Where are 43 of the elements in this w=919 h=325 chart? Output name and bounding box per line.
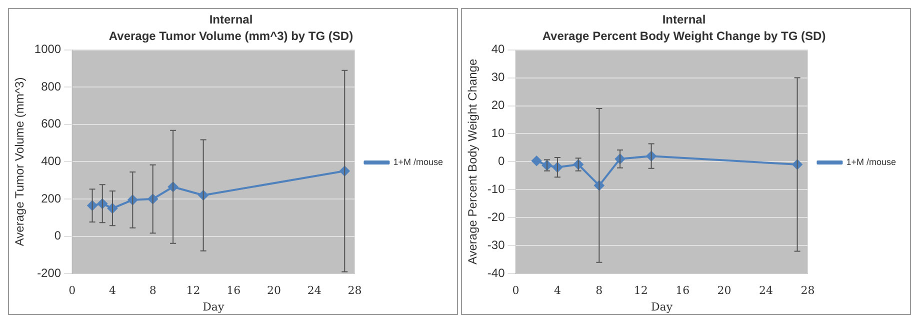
x-tick-label: 4 xyxy=(108,284,116,298)
chart-title: Internal xyxy=(662,12,706,27)
x-tick-label: 0 xyxy=(512,284,520,298)
y-tick-label: 10 xyxy=(491,126,506,140)
y-tick-label: 30 xyxy=(491,70,506,84)
chart-title: Internal xyxy=(209,12,253,27)
x-tick-label: 16 xyxy=(676,284,690,298)
x-tick-label: 8 xyxy=(149,284,156,298)
x-tick-label: 16 xyxy=(226,284,241,298)
x-tick-label: 8 xyxy=(596,284,603,298)
y-tick-label: -40 xyxy=(487,266,506,280)
y-tick-label: 40 xyxy=(491,42,506,56)
x-tick-label: 20 xyxy=(717,284,732,298)
y-tick-label: 400 xyxy=(41,154,62,168)
chart-subtitle: Average Tumor Volume (mm^3) by TG (SD) xyxy=(108,28,354,43)
y-tick-label: 600 xyxy=(41,116,62,131)
x-axis-title: Day xyxy=(650,300,674,314)
y-tick-label: -200 xyxy=(37,266,62,280)
x-tick-label: 12 xyxy=(634,284,648,298)
legend-label: 1+M /mouse xyxy=(393,156,444,167)
y-tick-label: 800 xyxy=(41,79,62,94)
y-tick-label: 200 xyxy=(41,191,62,206)
y-tick-label: 1000 xyxy=(34,42,62,56)
x-tick-label: 24 xyxy=(759,284,774,298)
y-tick-label: -30 xyxy=(487,238,506,252)
x-tick-label: 28 xyxy=(348,284,362,298)
y-tick-label: 20 xyxy=(491,98,506,112)
y-tick-label: 0 xyxy=(54,228,62,243)
x-tick-label: 24 xyxy=(307,284,322,298)
x-tick-label: 12 xyxy=(186,284,200,298)
y-axis-title: Average Percent Body Weight Change xyxy=(466,58,480,265)
chart-subtitle: Average Percent Body Weight Change by TG (SD) xyxy=(542,28,826,43)
y-axis-title: Average Tumor Volume (mm^3) xyxy=(12,77,27,246)
x-axis-title: Day xyxy=(202,300,225,314)
x-tick-label: 0 xyxy=(68,284,76,298)
y-tick-label: -10 xyxy=(487,182,506,196)
x-tick-label: 28 xyxy=(800,284,815,298)
y-tick-label: -20 xyxy=(487,210,506,224)
point xyxy=(532,156,542,166)
x-tick-label: 20 xyxy=(266,284,281,298)
legend-label: 1+M /mouse xyxy=(846,156,896,167)
x-tick-label: 4 xyxy=(554,284,561,298)
y-tick-label: 0 xyxy=(498,154,506,168)
